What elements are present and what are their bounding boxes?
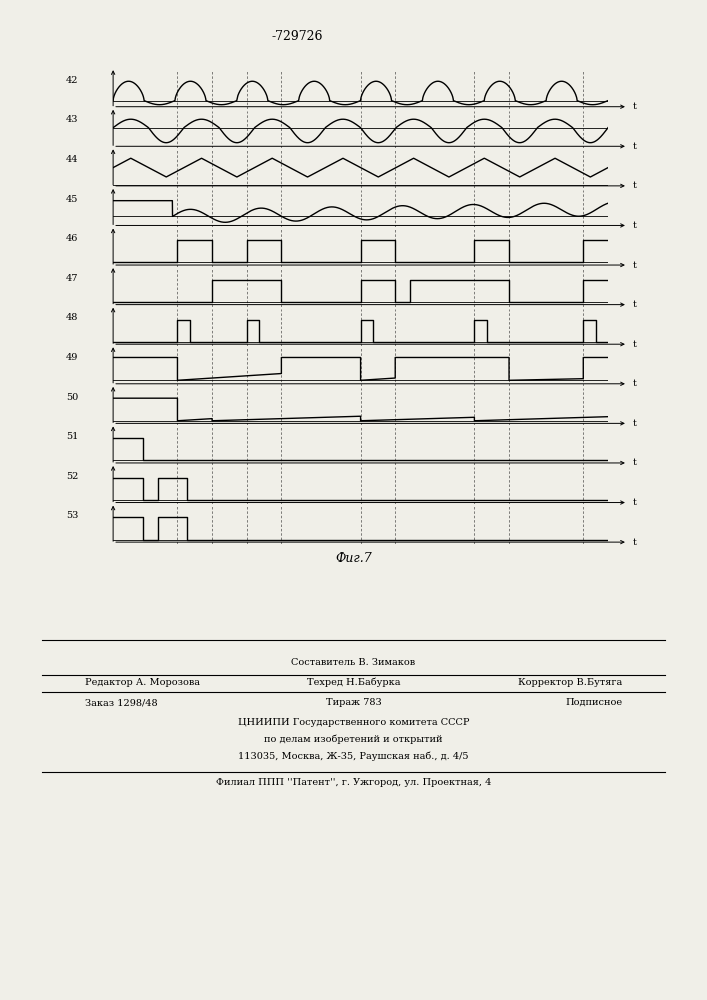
Text: Фиг.7: Фиг.7 [335,552,372,565]
Text: 45: 45 [66,195,78,204]
Text: 47: 47 [66,274,78,283]
Text: t: t [633,181,636,190]
Text: Подписное: Подписное [565,698,622,707]
Text: 113035, Москва, Ж-35, Раушская наб., д. 4/5: 113035, Москва, Ж-35, Раушская наб., д. … [238,752,469,761]
Text: Филиал ППП ''Патент'', г. Ужгород, ул. Проектная, 4: Филиал ППП ''Патент'', г. Ужгород, ул. П… [216,778,491,787]
Text: t: t [633,498,636,507]
Text: Техред Н.Бабурка: Техред Н.Бабурка [307,678,400,687]
Text: Заказ 1298/48: Заказ 1298/48 [85,698,158,707]
Text: 48: 48 [66,313,78,322]
Text: 42: 42 [66,76,78,85]
Text: Редактор А. Морозова: Редактор А. Морозова [85,678,200,687]
Text: t: t [633,458,636,467]
Text: -729726: -729726 [271,30,322,43]
Text: t: t [633,102,636,111]
Text: t: t [633,221,636,230]
Text: 53: 53 [66,511,78,520]
Text: t: t [633,261,636,270]
Text: Составитель В. Зимаков: Составитель В. Зимаков [291,658,416,667]
Text: Корректор В.Бутяга: Корректор В.Бутяга [518,678,622,687]
Text: ЦНИИПИ Государственного комитета СССР: ЦНИИПИ Государственного комитета СССР [238,718,469,727]
Text: t: t [633,142,636,151]
Text: t: t [633,419,636,428]
Text: t: t [633,379,636,388]
Text: Тираж 783: Тираж 783 [326,698,381,707]
Text: 50: 50 [66,393,78,402]
Text: t: t [633,538,636,547]
Text: по делам изобретений и открытий: по делам изобретений и открытий [264,734,443,744]
Text: 49: 49 [66,353,78,362]
Text: t: t [633,340,636,349]
Text: 52: 52 [66,472,78,481]
Text: 46: 46 [66,234,78,243]
Text: 43: 43 [66,115,78,124]
Text: t: t [633,300,636,309]
Text: 44: 44 [66,155,78,164]
Text: 51: 51 [66,432,78,441]
